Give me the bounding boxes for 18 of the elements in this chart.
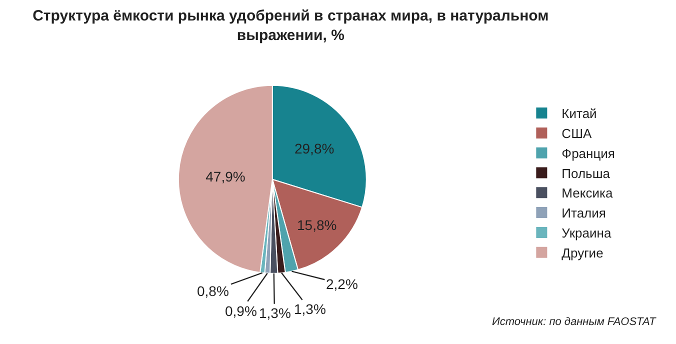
- data-label: 15,8%: [296, 216, 337, 233]
- legend-label: Украина: [562, 226, 612, 241]
- data-label: 1,3%: [259, 305, 291, 321]
- data-label: 1,3%: [294, 301, 326, 317]
- legend-label: Китай: [562, 106, 597, 122]
- legend-label: Франция: [562, 146, 615, 161]
- chart-title: Структура ёмкости рынка удобрений в странах мира, в натуральном выражении, %: [32, 8, 549, 44]
- data-label: 2,2%: [326, 276, 358, 292]
- legend-label: США: [562, 126, 592, 142]
- legend-label: Польша: [562, 166, 611, 181]
- data-label: 0,9%: [225, 303, 257, 319]
- legend-label: Мексика: [562, 186, 614, 201]
- legend-label: Италия: [562, 206, 606, 221]
- text: Источник: по данным FAOSTAT: [492, 316, 657, 328]
- data-label: 0,8%: [197, 283, 229, 299]
- data-label: 29,8%: [294, 140, 334, 157]
- legend-label: Другие: [562, 245, 604, 260]
- data-label: 47,9%: [206, 168, 246, 184]
